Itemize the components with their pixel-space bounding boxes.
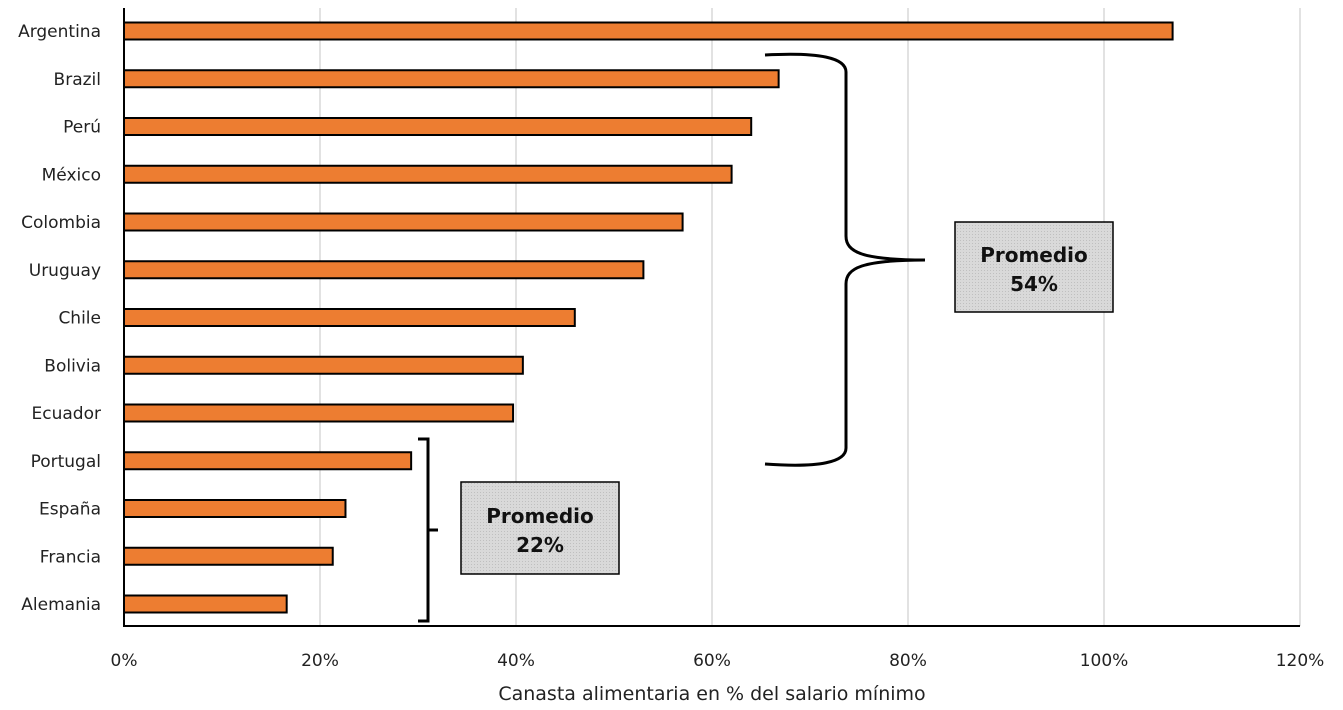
category-label: Perú [63, 118, 101, 138]
category-label: Brazil [54, 70, 101, 90]
annotation-line-1: Promedio [980, 243, 1088, 267]
annotation-line-2: 54% [1010, 272, 1058, 296]
x-axis-label: Canasta alimentaria en % del salario mín… [498, 683, 925, 705]
category-label: México [42, 165, 101, 185]
annotation-line-1: Promedio [486, 504, 594, 528]
category-label: Uruguay [29, 261, 101, 281]
category-label: Portugal [31, 452, 101, 472]
bar [123, 260, 645, 280]
bar [123, 117, 753, 136]
x-tick-label: 120% [1276, 651, 1325, 671]
bar [123, 594, 288, 614]
bar [123, 69, 780, 89]
annotation-promedio-1: Promedio 54% [954, 221, 1114, 313]
bar [123, 355, 524, 375]
x-tick-label: 40% [497, 651, 535, 671]
category-label: España [39, 500, 101, 520]
x-tick-label: 60% [693, 651, 731, 671]
category-label: Argentina [18, 22, 101, 42]
brace-group-1 [764, 52, 926, 467]
category-label: Colombia [21, 213, 101, 233]
x-tick-label: 20% [301, 651, 339, 671]
category-label: Bolivia [44, 356, 101, 376]
category-labels: Argentina Brazil Perú México Colombia Uruguay… [18, 22, 101, 615]
annotation-box [954, 221, 1114, 313]
gridlines [319, 8, 1301, 626]
x-tick-label: 100% [1080, 651, 1129, 671]
category-label: Alemania [21, 595, 101, 615]
bar [123, 308, 576, 327]
bar [123, 451, 413, 471]
category-label: Francia [40, 547, 101, 567]
bar [123, 212, 684, 232]
bar [123, 403, 515, 423]
annotation-box [460, 481, 620, 575]
bars [123, 21, 1174, 614]
x-tick-labels: 0% 20% 40% 60% 80% 100% 120% [111, 651, 1325, 671]
x-tick-label: 80% [889, 651, 927, 671]
bar [123, 164, 733, 184]
bar [123, 21, 1174, 41]
annotation-promedio-2: Promedio 22% [460, 481, 620, 575]
category-label: Ecuador [32, 404, 101, 424]
category-label: Chile [58, 309, 101, 329]
bar [123, 499, 347, 518]
axes [123, 8, 1300, 627]
bracket-group-2 [418, 437, 438, 623]
x-tick-label: 0% [111, 651, 138, 671]
bar [123, 546, 334, 566]
annotations: Promedio 54% Promedio 22% [418, 52, 1114, 623]
annotation-line-2: 22% [516, 533, 564, 557]
